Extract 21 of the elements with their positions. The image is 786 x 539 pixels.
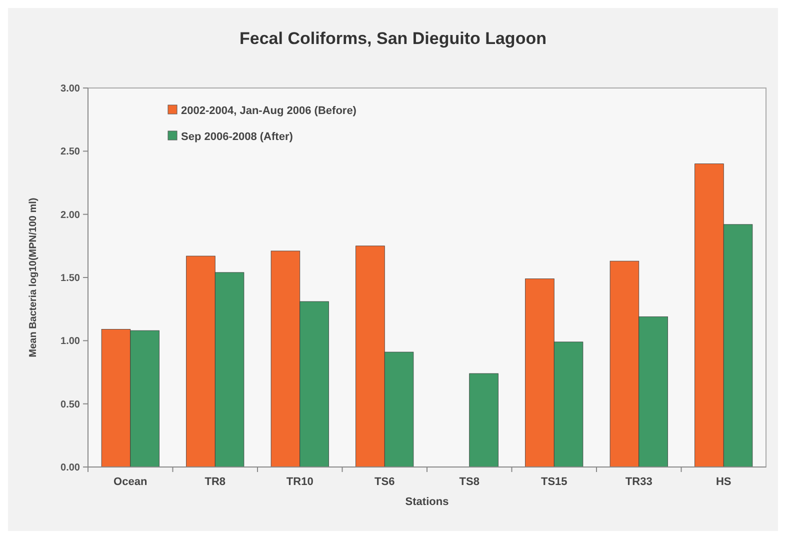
legend-label: Sep 2006-2008 (After): [181, 131, 294, 143]
x-axis-title: Stations: [405, 496, 449, 508]
y-tick-label: 1.00: [60, 336, 80, 348]
x-tick-label: Ocean: [114, 476, 148, 488]
x-tick-label: HS: [716, 476, 732, 488]
chart-title: Fecal Coliforms, San Dieguito Lagoon: [240, 29, 546, 48]
y-tick-label: 2.00: [60, 210, 80, 221]
legend-label: 2002-2004, Jan-Aug 2006 (Before): [181, 105, 357, 117]
y-tick-label: 0.00: [60, 462, 80, 474]
bar: [469, 373, 498, 468]
x-tick-label: TS6: [374, 476, 395, 488]
x-tick-label: TS8: [459, 476, 480, 488]
y-tick-label: 3.00: [60, 84, 80, 94]
y-tick-label: 0.50: [60, 399, 80, 410]
x-tick-label: TR33: [625, 476, 652, 488]
y-tick-label: 1.50: [60, 273, 80, 284]
x-tick-label: TR8: [204, 476, 226, 488]
y-tick-label: 2.50: [60, 146, 80, 158]
x-tick-label: TS15: [540, 476, 568, 488]
y-axis-title: Mean Bacteria log10(MPN/100 ml): [28, 198, 39, 358]
x-tick-label: TR10: [286, 476, 314, 488]
